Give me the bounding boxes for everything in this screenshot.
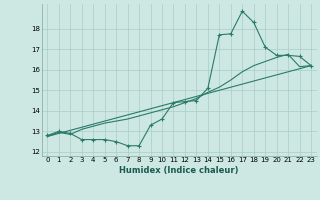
X-axis label: Humidex (Indice chaleur): Humidex (Indice chaleur) [119, 166, 239, 175]
